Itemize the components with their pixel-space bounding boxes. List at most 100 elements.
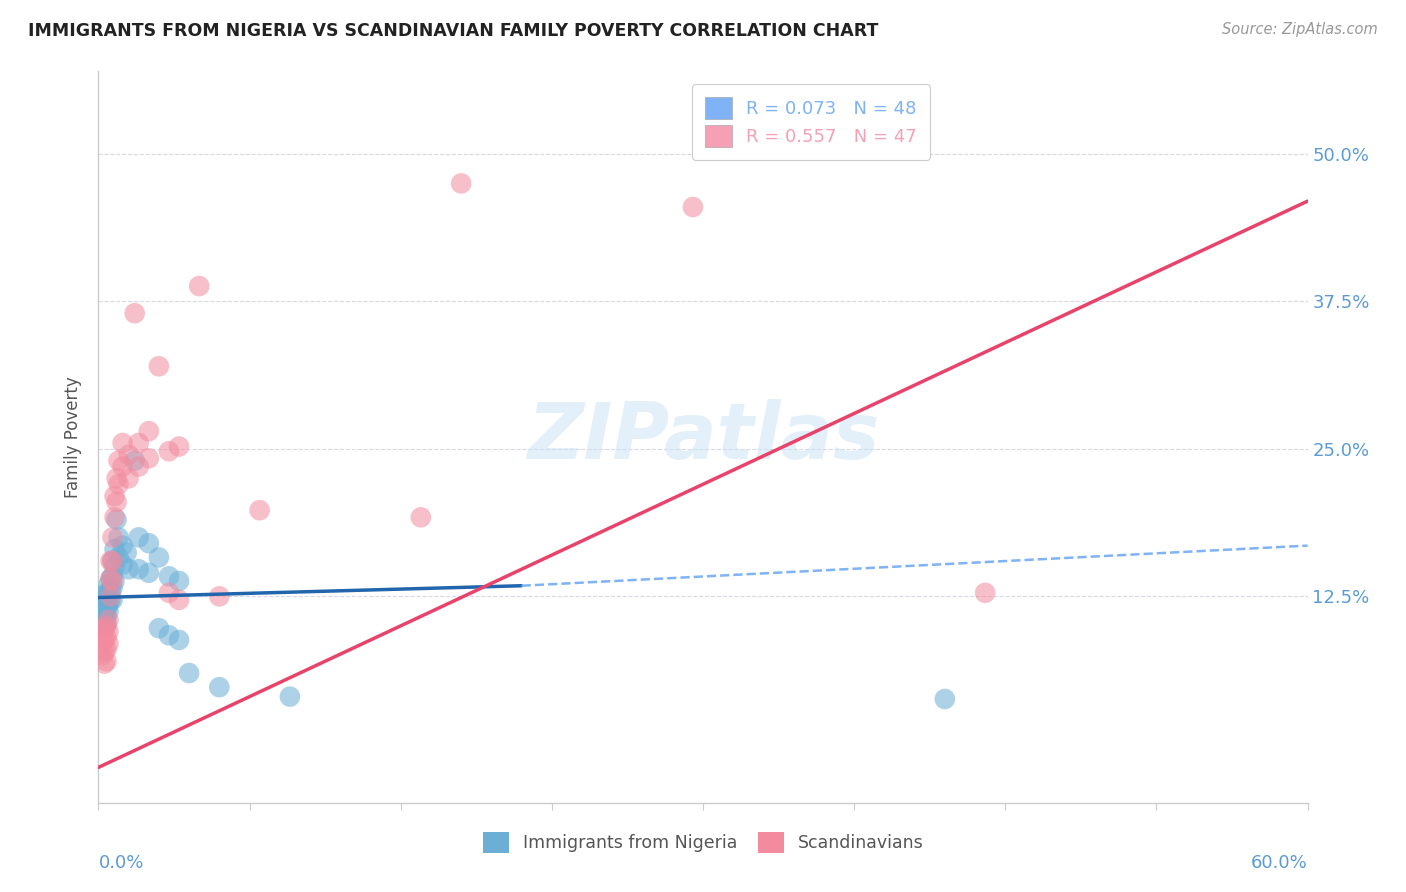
Point	[97, 636, 120, 650]
Point	[97, 605, 120, 619]
Point	[96, 602, 118, 616]
Point	[128, 562, 150, 576]
Point	[278, 690, 301, 704]
Point	[105, 471, 128, 485]
Point	[107, 550, 129, 565]
Point	[103, 510, 125, 524]
Point	[103, 489, 125, 503]
Point	[93, 601, 115, 615]
Point	[100, 583, 122, 598]
Point	[93, 621, 115, 635]
Text: IMMIGRANTS FROM NIGERIA VS SCANDINAVIAN FAMILY POVERTY CORRELATION CHART: IMMIGRANTS FROM NIGERIA VS SCANDINAVIAN …	[28, 22, 879, 40]
Point	[101, 574, 124, 588]
Text: 0.0%: 0.0%	[98, 854, 143, 872]
Point	[157, 444, 180, 458]
Point	[118, 562, 141, 576]
Point	[97, 624, 120, 639]
Point	[167, 440, 190, 454]
Point	[103, 574, 125, 588]
Point	[148, 550, 170, 565]
Point	[138, 536, 160, 550]
Point	[101, 554, 124, 568]
Point	[111, 436, 134, 450]
Point	[91, 590, 114, 604]
Point	[101, 581, 124, 595]
Point	[96, 609, 118, 624]
Point	[148, 621, 170, 635]
Point	[105, 495, 128, 509]
Point	[101, 569, 124, 583]
Point	[103, 559, 125, 574]
Point	[96, 595, 118, 609]
Text: Source: ZipAtlas.com: Source: ZipAtlas.com	[1222, 22, 1378, 37]
Point	[188, 279, 211, 293]
Point	[249, 503, 271, 517]
Point	[208, 590, 231, 604]
Point	[157, 569, 180, 583]
Point	[96, 586, 118, 600]
Point	[103, 542, 125, 557]
Point	[91, 636, 114, 650]
Point	[107, 477, 129, 491]
Point	[157, 586, 180, 600]
Point	[138, 566, 160, 580]
Point	[101, 593, 124, 607]
Point	[96, 642, 118, 657]
Point	[93, 645, 115, 659]
Point	[682, 200, 704, 214]
Point	[100, 572, 122, 586]
Point	[409, 510, 432, 524]
Point	[97, 613, 120, 627]
Point	[118, 471, 141, 485]
Point	[208, 680, 231, 694]
Point	[111, 459, 134, 474]
Point	[450, 177, 472, 191]
Point	[96, 654, 118, 668]
Point	[93, 609, 115, 624]
Point	[93, 619, 115, 633]
Point	[124, 453, 146, 467]
Point	[91, 607, 114, 621]
Point	[167, 632, 190, 647]
Point	[115, 546, 138, 560]
Point	[97, 577, 120, 591]
Text: ZIPatlas: ZIPatlas	[527, 399, 879, 475]
Point	[138, 424, 160, 438]
Point	[107, 530, 129, 544]
Point	[111, 558, 134, 572]
Point	[101, 530, 124, 544]
Point	[128, 436, 150, 450]
Point	[91, 598, 114, 612]
Y-axis label: Family Poverty: Family Poverty	[65, 376, 83, 498]
Point	[96, 619, 118, 633]
Point	[97, 598, 120, 612]
Text: 60.0%: 60.0%	[1251, 854, 1308, 872]
Legend: Immigrants from Nigeria, Scandinavians: Immigrants from Nigeria, Scandinavians	[475, 825, 931, 860]
Point	[124, 306, 146, 320]
Point	[91, 624, 114, 639]
Point	[100, 554, 122, 568]
Point	[974, 586, 997, 600]
Point	[128, 530, 150, 544]
Point	[148, 359, 170, 374]
Point	[100, 593, 122, 607]
Point	[100, 590, 122, 604]
Point	[93, 591, 115, 606]
Point	[105, 513, 128, 527]
Point	[179, 666, 201, 681]
Point	[138, 451, 160, 466]
Point	[167, 593, 190, 607]
Point	[97, 590, 120, 604]
Point	[167, 574, 190, 588]
Point	[101, 554, 124, 568]
Point	[96, 616, 118, 631]
Point	[157, 628, 180, 642]
Point	[91, 648, 114, 663]
Point	[111, 539, 134, 553]
Point	[93, 657, 115, 671]
Point	[128, 459, 150, 474]
Point	[96, 631, 118, 645]
Point	[93, 632, 115, 647]
Point	[118, 448, 141, 462]
Point	[934, 692, 956, 706]
